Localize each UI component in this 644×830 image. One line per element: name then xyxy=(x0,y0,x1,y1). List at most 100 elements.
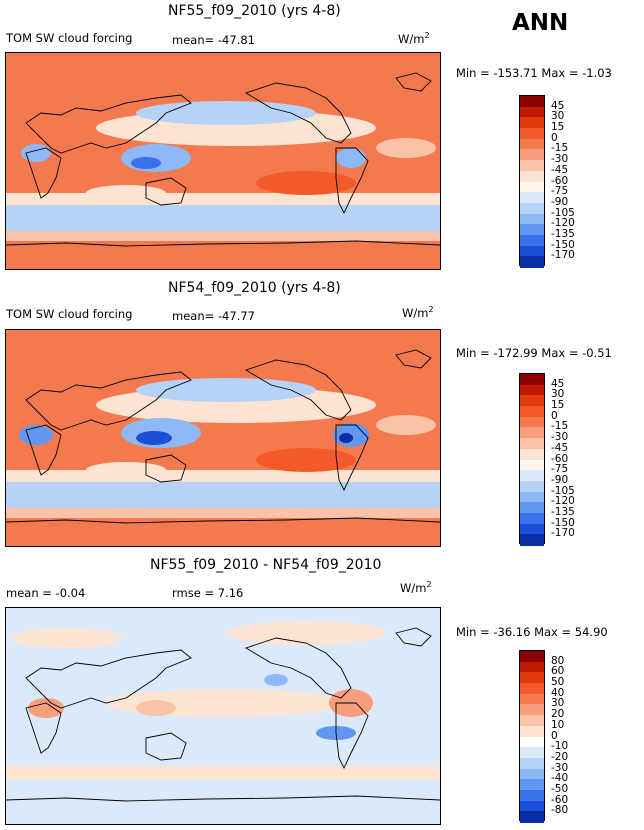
colorbar-segment xyxy=(520,683,544,695)
colorbar-segment xyxy=(520,256,544,268)
panel-1-mean: mean= -47.81 xyxy=(172,33,255,47)
colorbar-tick-label: -80 xyxy=(551,804,569,817)
panel-2-map-svg xyxy=(6,330,440,546)
colorbar-segment xyxy=(520,502,544,514)
colorbar-segment xyxy=(520,779,544,791)
colorbar-segment xyxy=(520,491,544,503)
colorbar-segment xyxy=(520,213,544,225)
amazon-core xyxy=(339,433,353,443)
antarctica-coast xyxy=(6,795,440,802)
colorbar-tick-label: 15 xyxy=(551,399,565,412)
colorbar-tick-label: -170 xyxy=(551,249,575,262)
colorbar-tick-label: -170 xyxy=(551,527,575,540)
panel-3-title: NF55_f09_2010 - NF54_f09_2010 xyxy=(150,557,382,573)
indian-ocean-light xyxy=(86,462,166,478)
colorbar-tick-label: -150 xyxy=(551,516,575,529)
panel-1-minmax: Min = -153.71 Max = -1.03 xyxy=(456,66,612,80)
antarctica-coast xyxy=(6,240,440,247)
colorbar-tick-label: -45 xyxy=(551,163,569,176)
south-america-coast xyxy=(335,702,369,770)
colorbar-segment xyxy=(520,384,544,396)
colorbar-tick-label: 60 xyxy=(551,665,565,678)
panel-1-variable-label: TOM SW cloud forcing xyxy=(6,31,133,45)
colorbar-segment xyxy=(520,512,544,525)
antarctica-coast xyxy=(6,517,440,524)
southern-ocean-band xyxy=(6,480,440,510)
colorbar-segment xyxy=(520,406,544,418)
southern-ocean-band xyxy=(6,203,440,233)
colorbar-segment xyxy=(520,427,544,439)
colorbar-segment xyxy=(520,448,544,460)
colorbar-tick-label: -50 xyxy=(551,782,569,795)
panel-3-coastlines xyxy=(6,627,440,802)
colorbar-tick-label: -120 xyxy=(551,495,575,508)
colorbar-segment xyxy=(520,192,544,204)
maritime-continent-blue xyxy=(121,144,191,172)
colorbar-tick-label: -15 xyxy=(551,142,569,155)
colorbar-tick-label: -90 xyxy=(551,195,569,208)
colorbar-tick-label: 15 xyxy=(551,121,565,134)
colorbar-tick-label: 30 xyxy=(551,388,565,401)
panel-1-units: W/m2 xyxy=(398,31,430,46)
colorbar-segment xyxy=(520,693,544,705)
colorbar-segment xyxy=(520,651,544,663)
colorbar-segment xyxy=(520,459,544,471)
colorbar-segment xyxy=(520,138,544,150)
colorbar-segment xyxy=(520,800,544,812)
south-america-coast xyxy=(335,147,369,215)
colorbar-segment xyxy=(520,374,544,386)
colorbar-tick-label: 80 xyxy=(551,654,565,667)
colorbar-segment xyxy=(520,170,544,182)
atlantic-light xyxy=(376,138,436,158)
colorbar-tick-label: 30 xyxy=(551,697,565,710)
colorbar-tick-label: 0 xyxy=(551,409,558,422)
colorbar-tick-label: -105 xyxy=(551,206,575,219)
maritime-continent-core xyxy=(131,157,161,169)
atlantic-light xyxy=(376,415,436,435)
panel-3-map xyxy=(5,607,441,825)
colorbar-segment xyxy=(520,416,544,428)
north-america-coast xyxy=(244,359,352,421)
australia-coast xyxy=(145,454,187,483)
amazon-blue xyxy=(336,148,366,168)
southern-transition-band xyxy=(6,193,440,205)
africa-coast xyxy=(25,702,62,754)
colorbar-tick-label: 0 xyxy=(551,131,558,144)
eurasia-coast xyxy=(25,649,192,709)
panel-1-title: NF55_f09_2010 (yrs 4-8) xyxy=(168,3,341,19)
panel-2-units: W/m2 xyxy=(402,305,434,320)
diff-maritime-light xyxy=(136,700,176,716)
stratocumulus-red xyxy=(256,171,356,195)
africa-coast xyxy=(25,424,62,476)
diff-arctic-light xyxy=(11,628,121,648)
panel-3-units: W/m2 xyxy=(400,580,432,595)
panel-1-colorbar-box xyxy=(519,95,545,268)
colorbar-tick-label: 40 xyxy=(551,686,565,699)
diff-africa-red xyxy=(28,698,64,718)
colorbar-segment xyxy=(520,234,544,247)
diff-east-pacific-blue xyxy=(264,674,288,686)
north-pacific-blue xyxy=(136,378,316,402)
panel-2-coastlines xyxy=(6,349,440,524)
panel-2-mean: mean= -47.77 xyxy=(172,309,255,323)
indian-ocean-light xyxy=(86,185,166,201)
colorbar-segment xyxy=(520,661,544,673)
colorbar-tick-label: 45 xyxy=(551,99,565,112)
colorbar-segment xyxy=(520,523,544,535)
panel-2-title: NF54_f09_2010 (yrs 4-8) xyxy=(168,280,341,296)
colorbar-segment xyxy=(520,534,544,546)
australia-coast xyxy=(145,177,187,206)
diff-north-america-light xyxy=(226,621,386,645)
colorbar-segment xyxy=(520,757,544,770)
colorbar-tick-label: -120 xyxy=(551,217,575,230)
colorbar-tick-label: -60 xyxy=(551,793,569,806)
colorbar-tick-label: -60 xyxy=(551,174,569,187)
colorbar-tick-label: -10 xyxy=(551,740,569,753)
colorbar-tick-label: -20 xyxy=(551,750,569,763)
southern-edge-band xyxy=(6,231,440,241)
colorbar-tick-label: 20 xyxy=(551,708,565,721)
colorbar-segment xyxy=(520,224,544,236)
colorbar-segment xyxy=(520,149,544,161)
colorbar-tick-label: -60 xyxy=(551,452,569,465)
north-america-coast xyxy=(244,637,352,699)
